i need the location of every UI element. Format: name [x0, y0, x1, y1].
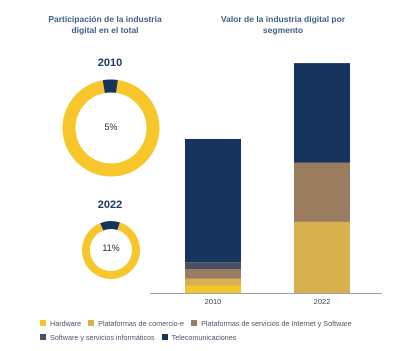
donut-slice-industria-digital [102, 79, 118, 94]
legend-label: Plataformas de comercio-e [98, 318, 185, 328]
legend-swatch [88, 320, 95, 326]
legend-label: Telecomunicaciones [171, 332, 237, 342]
x-tick-label: 2022 [314, 297, 331, 306]
bar-segment [185, 138, 241, 263]
legend-label: Plataformas de servicios de Internet y S… [201, 318, 352, 328]
legend-label: Hardware [50, 318, 82, 328]
legend-swatch [40, 334, 46, 340]
donut-slice-resto [82, 222, 140, 279]
legend-item: Software y servicios informáticos [40, 333, 155, 342]
bar-segment [294, 63, 350, 163]
bar-segment [185, 285, 241, 293]
bar-segment [294, 221, 350, 293]
legend-item: Telecomunicaciones [161, 332, 237, 342]
legend-label: Software y servicios informáticos [50, 332, 155, 342]
bar-segment [294, 162, 350, 222]
legend-swatch [40, 320, 46, 326]
legend-item: Plataformas de servicios de Internet y S… [191, 319, 352, 328]
donut-center-2022: 11% [102, 243, 120, 253]
donut-year-2022: 2022 [97, 199, 123, 211]
donut-slice-industria-digital [100, 221, 120, 231]
x-tick-label: 2010 [205, 297, 222, 306]
legend-swatch [191, 320, 198, 326]
legend-item: Plataformas de comercio-e [88, 319, 184, 328]
donut-year-2010: 2010 [97, 57, 123, 69]
bar-segment [185, 269, 241, 279]
left-panel-title: Participación de la industria digital en… [48, 14, 162, 35]
right-panel-title: Valor de la industria digital por segmen… [220, 14, 346, 35]
legend-row-1: Hardware Plataformas de comercio-e Plata… [40, 316, 400, 330]
legend-row-2: Software y servicios informáticos Teleco… [40, 330, 400, 344]
bar-segment [185, 278, 241, 286]
donut-center-2010: 5% [104, 122, 118, 132]
legend-swatch [161, 334, 168, 340]
donut-slice-resto [62, 79, 160, 177]
legend: Hardware Plataformas de comercio-e Plata… [40, 316, 400, 344]
legend-item: Hardware [40, 319, 81, 328]
bar-segment [185, 262, 241, 270]
